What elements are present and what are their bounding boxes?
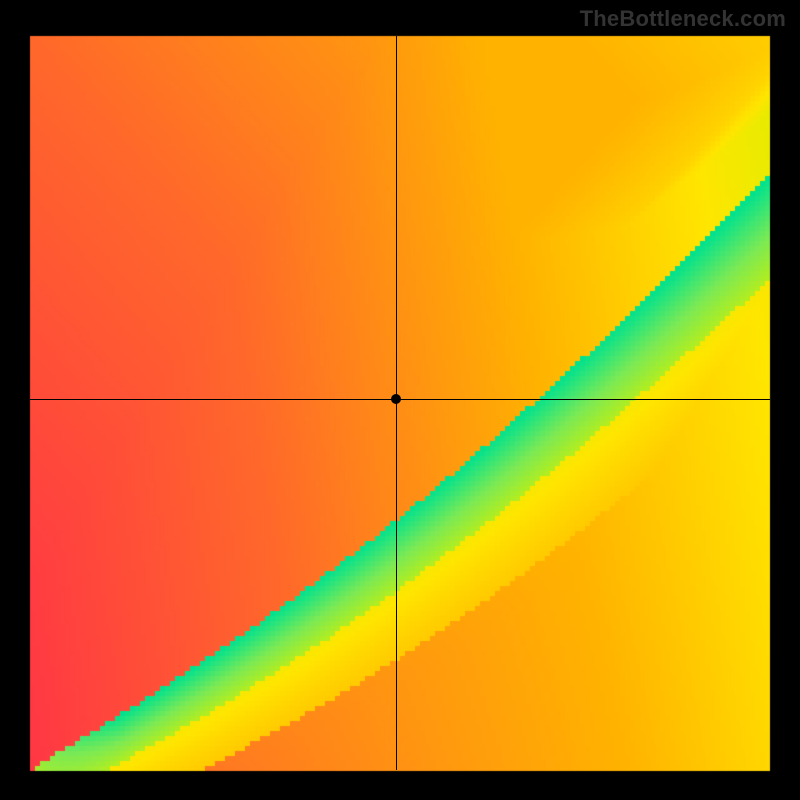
image-root: TheBottleneck.com [0, 0, 800, 800]
watermark-text: TheBottleneck.com [580, 6, 786, 32]
crosshair-marker [391, 394, 401, 404]
